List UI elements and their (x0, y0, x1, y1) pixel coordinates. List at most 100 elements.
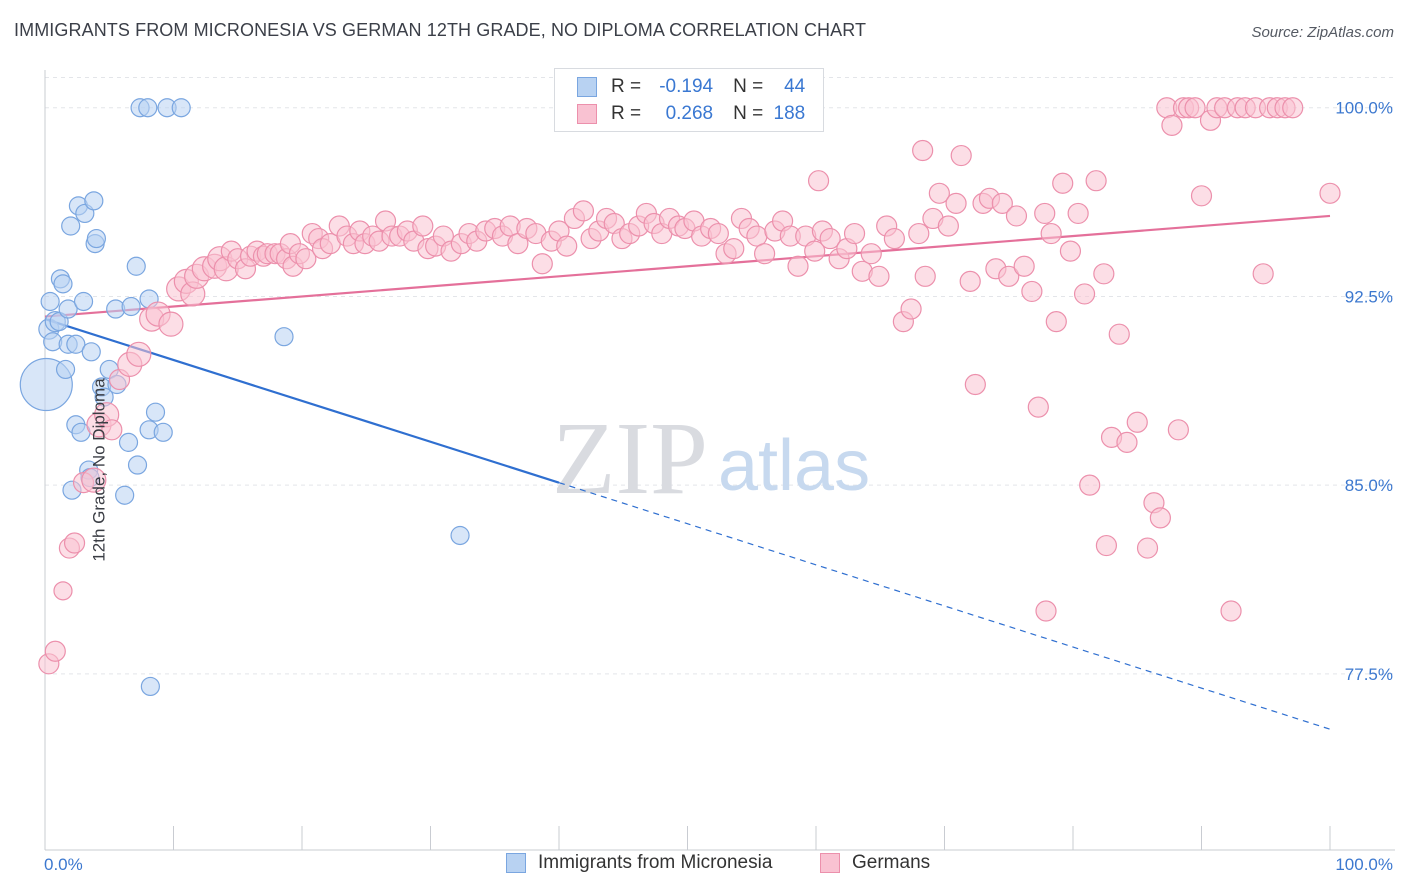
point-germans (1052, 172, 1074, 194)
series-legend: Immigrants from Micronesia Germans (0, 852, 1406, 878)
point-germans (1167, 419, 1189, 441)
point-micronesia (115, 485, 135, 505)
point-germans (158, 311, 184, 337)
point-germans (868, 265, 890, 287)
point-germans (807, 170, 830, 192)
point-germans (1108, 323, 1130, 345)
legend-swatch-germans (820, 853, 840, 873)
legend-swatch-germans (577, 104, 597, 124)
point-germans (101, 419, 123, 441)
point-micronesia (450, 525, 470, 546)
point-germans (1252, 263, 1274, 285)
point-germans (1079, 474, 1101, 496)
point-germans (1136, 537, 1159, 559)
point-germans (804, 240, 826, 262)
point-germans (1040, 222, 1062, 245)
y-tick-label: 85.0% (1345, 476, 1393, 495)
point-micronesia (53, 274, 73, 294)
point-micronesia (126, 256, 146, 276)
point-germans (295, 248, 317, 270)
point-micronesia (81, 342, 101, 362)
legend-label-micronesia: Immigrants from Micronesia (538, 852, 773, 873)
point-micronesia (66, 334, 86, 354)
watermark-atlas: atlas (718, 426, 870, 506)
chart-title: IMMIGRANTS FROM MICRONESIA VS GERMAN 12T… (14, 20, 867, 40)
point-micronesia (58, 299, 78, 319)
correlation-legend: R = -0.194 N = 44 R = 0.268 N = 188 (554, 68, 824, 132)
legend-n-label: N = (733, 103, 764, 124)
point-germans (900, 298, 922, 320)
point-germans (572, 200, 595, 222)
point-micronesia (86, 228, 107, 249)
data-points (19, 97, 1341, 697)
axes (44, 70, 1395, 851)
point-germans (843, 222, 866, 245)
point-germans (959, 270, 981, 292)
legend-label-germans: Germans (852, 852, 931, 873)
point-germans (556, 235, 578, 257)
point-micronesia (84, 191, 104, 211)
legend-r-value: 0.268 (665, 103, 714, 124)
point-germans (1059, 240, 1082, 262)
point-germans (1045, 311, 1067, 333)
point-germans (126, 341, 152, 367)
point-germans (819, 227, 841, 250)
gridlines (45, 77, 1395, 675)
trend-line-germans (44, 214, 1331, 318)
point-micronesia (55, 359, 76, 380)
x-tick-label: 100.0% (1335, 855, 1393, 874)
point-germans (746, 225, 768, 247)
source-label: Source: ZipAtlas.com (1251, 24, 1394, 41)
point-micronesia (138, 98, 158, 118)
legend-row-germans: R = 0.268 N = 188 (577, 101, 805, 127)
point-germans (1073, 283, 1096, 305)
y-tick-label: 92.5% (1345, 287, 1393, 306)
legend-item-germans[interactable]: Germans (820, 852, 930, 874)
point-germans (998, 265, 1020, 287)
zipatlas-watermark: ZIP atlas (552, 401, 870, 516)
tick-labels: 77.5% 85.0% 92.5% 100.0% 0.0% 100.0% (44, 99, 1393, 874)
point-germans (883, 227, 905, 250)
point-germans (63, 532, 86, 554)
legend-r-label: R = (611, 103, 642, 124)
point-germans (1034, 202, 1056, 225)
point-germans (1126, 411, 1148, 433)
point-germans (937, 215, 959, 237)
point-micronesia (121, 296, 141, 317)
point-germans (1013, 255, 1035, 277)
point-germans (531, 253, 553, 275)
point-germans (753, 243, 776, 265)
point-germans (1035, 600, 1057, 622)
point-germans (1149, 507, 1171, 529)
point-germans (1220, 600, 1242, 622)
legend-item-micronesia[interactable]: Immigrants from Micronesia (506, 852, 772, 874)
y-axis-label: 12th Grade, No Diploma (89, 378, 109, 562)
point-micronesia (274, 327, 294, 347)
point-germans (945, 192, 967, 214)
point-micronesia (61, 216, 81, 236)
point-germans (860, 243, 882, 265)
point-germans (928, 182, 950, 204)
point-germans (1190, 185, 1213, 207)
point-micronesia (118, 432, 139, 452)
point-germans (1021, 280, 1043, 303)
point-micronesia (73, 291, 94, 312)
point-germans (44, 640, 66, 662)
point-germans (81, 467, 107, 493)
legend-r-label: R = (611, 76, 642, 97)
legend-row-micronesia: R = -0.194 N = 44 (577, 74, 805, 100)
point-germans (1027, 396, 1049, 418)
point-germans (1095, 534, 1118, 557)
point-germans (950, 144, 972, 167)
point-germans (1161, 114, 1183, 136)
point-micronesia (40, 291, 60, 312)
point-micronesia (127, 455, 148, 475)
point-germans (1116, 431, 1138, 453)
point-micronesia (140, 676, 160, 697)
point-germans (53, 581, 73, 601)
point-germans (914, 265, 936, 287)
trend-line-micronesia (44, 318, 560, 484)
y-tick-label: 77.5% (1345, 665, 1393, 684)
trend-line-micronesia-extension (558, 482, 1331, 730)
